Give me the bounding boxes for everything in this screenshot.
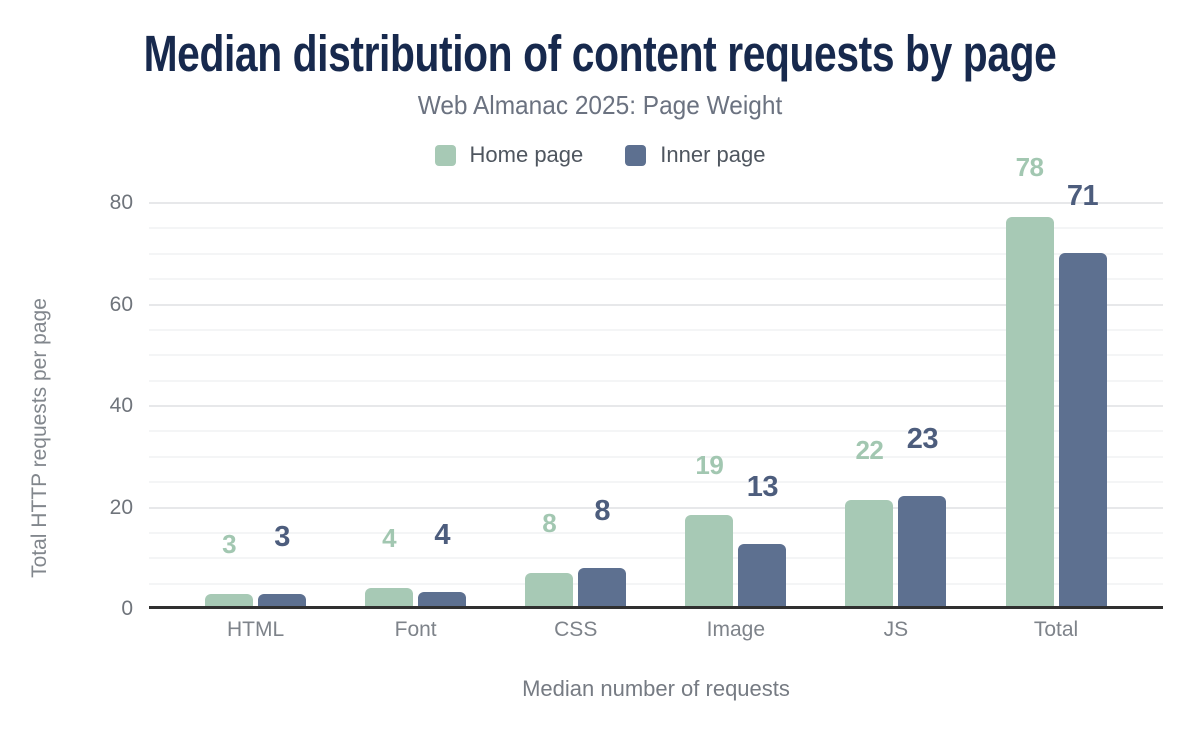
major-gridline [149,506,1163,509]
x-axis-title: Median number of requests [522,676,790,701]
minor-gridline [149,278,1163,281]
bar-inner-page-total [1058,253,1107,609]
bar-slot-inner-page-font: 4 [418,203,467,609]
bar-slot-inner-page-total: 71 [1058,180,1107,609]
bar-value-label-home-page-total: 78 [1015,152,1044,183]
bar-home-page-image [685,514,734,609]
legend-item-inner-page[interactable]: Inner page [625,142,765,168]
bar-inner-page-image [738,543,787,609]
bar-home-page-css [525,572,574,609]
chart-subtitle: Web Almanac 2025: Page Weight [417,90,783,120]
bar-slot-home-page-total: 78 [1005,152,1054,609]
y-tick-label-40: 40 [109,394,133,417]
bar-home-page-total [1005,217,1054,609]
x-category-label-image: Image [706,618,766,641]
minor-gridline [149,227,1163,230]
bar-value-label-inner-page-total: 71 [1066,180,1099,213]
minor-gridline [149,531,1163,534]
legend-label: Home page [469,142,584,167]
minor-gridline [149,582,1163,585]
y-tick-label-60: 60 [109,292,133,316]
bar-home-page-js [845,499,894,609]
bar-inner-page-css [578,567,627,609]
bar-value-label-home-page-css: 8 [542,507,557,538]
bar-value-label-inner-page-html: 3 [274,521,290,554]
minor-gridline [149,354,1163,357]
y-tick-label-20: 20 [109,495,133,519]
x-category-label-total: Total [1033,618,1079,641]
legend-swatch-icon [625,144,647,166]
major-gridline [149,303,1163,306]
bar-value-label-inner-page-image: 13 [746,470,779,503]
bar-group-total: 78 71 [976,152,1136,609]
minor-gridline [149,455,1163,458]
minor-gridline [149,557,1163,560]
legend: Home page Inner page [0,142,1200,168]
bar-value-label-inner-page-font: 4 [434,518,450,551]
bar-slot-home-page-html: 3 [205,203,254,609]
legend-swatch-icon [434,144,456,166]
bar-value-label-home-page-html: 3 [222,529,237,560]
bar-home-page-font [365,588,414,609]
x-category-label-js: JS [883,618,909,641]
bar-value-label-inner-page-js: 23 [906,423,939,456]
legend-item-home-page[interactable]: Home page [434,142,584,168]
y-tick-label-0: 0 [121,597,133,620]
bar-slot-home-page-image: 19 [685,203,734,609]
bar-group-js: 22 23 [816,203,976,609]
bar-slot-home-page-font: 4 [365,203,414,609]
minor-gridline [149,379,1163,382]
major-gridline [149,405,1163,407]
bar-slot-home-page-js: 22 [845,203,894,609]
minor-gridline [149,430,1163,433]
bar-slot-inner-page-image: 13 [738,203,787,609]
bar-home-page-html [205,594,254,609]
chart-title: Median distribution of content requests … [143,25,1057,82]
bar-slot-inner-page-html: 3 [258,203,307,609]
bar-inner-page-js [898,496,947,609]
minor-gridline [149,328,1163,331]
y-tick-label-80: 80 [109,191,133,214]
x-category-label-html: HTML [226,618,285,641]
bar-inner-page-html [258,594,307,609]
minor-gridline [149,481,1163,484]
y-axis-title: Total HTTP requests per page [28,298,51,578]
bar-value-label-inner-page-css: 8 [594,494,611,527]
x-axis-line [149,606,1163,609]
bar-value-label-home-page-js: 22 [855,434,884,465]
bar-value-label-home-page-image: 19 [695,449,724,480]
legend-label: Inner page [660,142,766,167]
x-category-label-font: Font [394,618,437,641]
bar-slot-inner-page-js: 23 [898,203,947,609]
major-gridline [149,202,1163,204]
x-category-label-css: CSS [554,618,598,641]
bar-value-label-home-page-font: 4 [382,523,397,554]
plot-area: 3 3 4 4 8 8 19 13 22 23 78 71 [149,152,1163,609]
minor-gridline [149,252,1163,255]
bar-slot-inner-page-css: 8 [578,203,627,609]
bar-inner-page-font [418,591,467,609]
bar-slot-home-page-css: 8 [525,203,574,609]
bar-group-image: 19 13 [656,203,816,609]
